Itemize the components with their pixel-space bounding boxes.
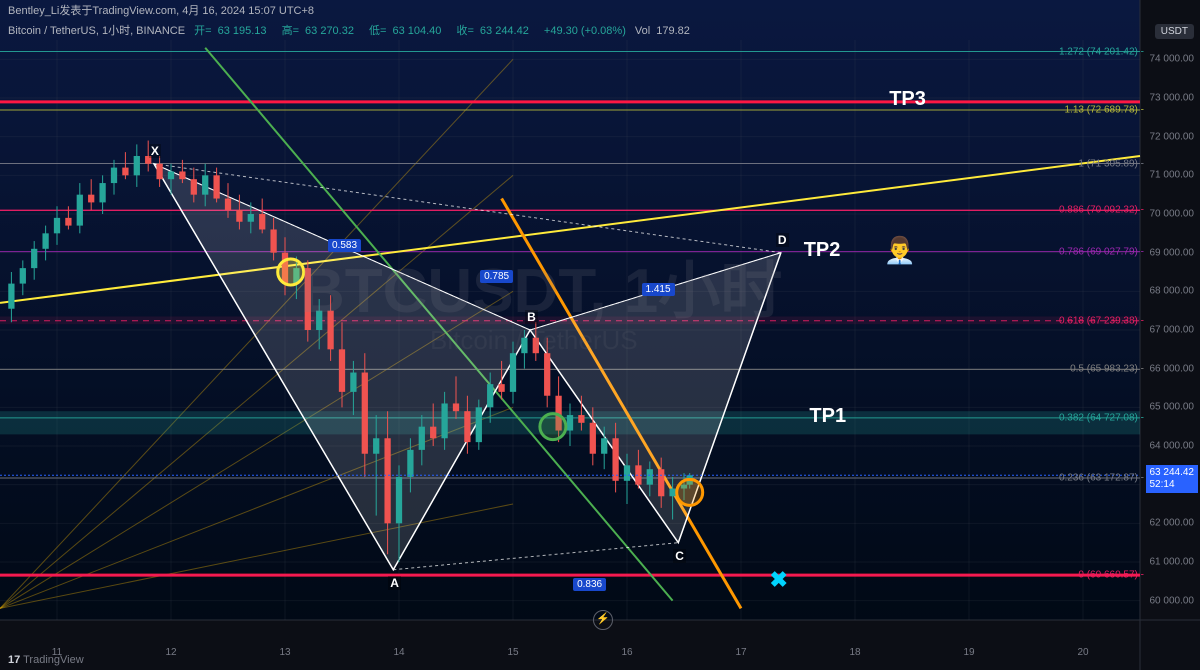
x-axis-label: 16 [621,647,632,658]
y-axis-label: 62 000.00 [1150,518,1195,529]
fib-level: 0 (60 660.57) - [1078,570,1144,581]
fib-level: 0.618 (67 239.38) - [1059,315,1144,326]
y-axis-label: 68 000.00 [1150,286,1195,297]
fib-level: 0.236 (63 172.87) - [1059,472,1144,483]
harmonic-ratio: 1.415 [642,283,675,296]
cross-marker-icon: ✖ [770,567,788,593]
chart-canvas[interactable] [0,0,1200,670]
y-axis-label: 61 000.00 [1150,557,1195,568]
y-axis-label: 65 000.00 [1150,402,1195,413]
x-axis-label: 19 [963,647,974,658]
y-axis-label: 74 000.00 [1150,54,1195,65]
tradingview-logo: 17 TradingView [8,654,84,666]
fib-level: 1.13 (72 689.78) - [1065,104,1145,115]
tp-label: TP2 [804,239,841,262]
y-axis-label: 71 000.00 [1150,170,1195,181]
harmonic-point: B [525,310,538,324]
symbol-info: Bitcoin / TetherUS, 1小时, BINANCE 开=63 19… [8,22,702,38]
x-axis-label: 13 [279,647,290,658]
y-axis-label: 70 000.00 [1150,209,1195,220]
fib-level: 0.886 (70 092.32) - [1059,205,1144,216]
fib-level: 0.786 (69 027.79) - [1059,246,1144,257]
harmonic-point: A [388,576,401,590]
y-axis-label: 69 000.00 [1150,247,1195,258]
last-price-tag: 63 244.4252:14 [1146,465,1199,493]
y-axis-label: 66 000.00 [1150,363,1195,374]
author-avatar-icon: 👨‍💼 [884,235,916,266]
y-axis-label: 72 000.00 [1150,131,1195,142]
harmonic-ratio: 0.836 [573,578,606,591]
y-axis-label: 67 000.00 [1150,325,1195,336]
x-axis-label: 20 [1077,647,1088,658]
x-axis-label: 18 [849,647,860,658]
fib-level: 0.382 (64 727.08) - [1059,412,1144,423]
fib-level: 1 (71 305.89) - [1078,158,1144,169]
harmonic-point: X [149,144,161,158]
x-axis-label: 15 [507,647,518,658]
y-axis-label: 64 000.00 [1150,441,1195,452]
symbol-name: Bitcoin / TetherUS, 1小时, BINANCE [8,25,185,37]
x-axis-label: 14 [393,647,404,658]
fib-level: 1.272 (74 201.42) - [1059,46,1144,57]
fib-level: 0.5 (65 983.23) - [1070,364,1144,375]
tp-label: TP3 [889,88,926,111]
harmonic-ratio: 0.785 [480,270,513,283]
go-to-realtime-icon[interactable]: ⚡ [593,610,613,630]
y-axis-label: 73 000.00 [1150,93,1195,104]
harmonic-ratio: 0.583 [328,239,361,252]
publisher-line: Bentley_Li发表于TradingView.com, 4月 16, 202… [0,0,1200,22]
harmonic-point: C [673,549,686,563]
y-axis-label: 60 000.00 [1150,595,1195,606]
harmonic-point: D [776,233,789,247]
x-axis-label: 12 [165,647,176,658]
quote-currency-badge[interactable]: USDT [1155,24,1194,39]
chart-stage: { "meta": { "publisher_line": "Bentley_L… [0,0,1200,670]
x-axis-label: 17 [735,647,746,658]
tp-label: TP1 [809,405,846,428]
